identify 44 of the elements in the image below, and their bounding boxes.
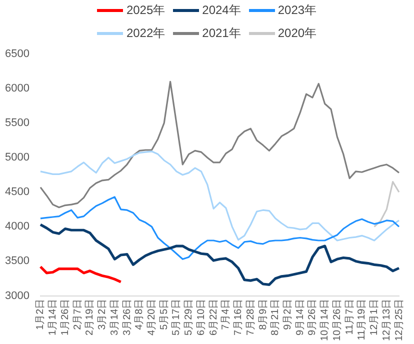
x-tick-label: 1月14日	[48, 298, 59, 336]
x-tick-label: 7月28日	[245, 298, 256, 336]
legend-label: 2023年	[278, 2, 317, 19]
x-tick-label: 4月20日	[146, 298, 158, 336]
x-tick-label: 7月4日	[220, 298, 232, 330]
x-tick-label: 10月14日	[320, 298, 331, 342]
x-tick-label: 11月7日	[344, 298, 356, 335]
x-tick-label: 5月29日	[184, 298, 195, 336]
legend-label: 2025年	[126, 2, 166, 19]
legend-label: 2022年	[126, 25, 166, 42]
x-tick-label: 3月14日	[109, 298, 120, 336]
x-tick-label: 2月19日	[84, 298, 96, 336]
x-tick-label: 6月10日	[196, 298, 207, 336]
x-tick-label: 8月9日	[258, 298, 269, 330]
x-tick-label: 7月16日	[233, 298, 244, 336]
y-tick-label: 3000	[4, 290, 30, 302]
x-tick-label: 1月2日	[35, 298, 46, 330]
x-tick-label: 3月2日	[97, 298, 108, 330]
legend-label: 2020年	[278, 25, 317, 42]
x-tick-label: 11月19日	[356, 298, 368, 340]
legend-label: 2021年	[202, 25, 241, 42]
x-tick-label: 5月17日	[171, 298, 182, 336]
legend-label: 2024年	[202, 2, 241, 19]
y-tick-label: 6000	[4, 82, 30, 95]
y-tick-label: 4500	[4, 186, 30, 198]
x-tick-label: 1月26日	[60, 298, 71, 336]
x-tick-label: 5月5日	[158, 298, 170, 330]
x-tick-label: 3月26日	[122, 298, 133, 336]
y-tick-label: 4000	[4, 220, 30, 233]
x-tick-label: 12月1日	[369, 298, 380, 336]
y-tick-label: 5000	[4, 152, 30, 164]
x-tick-label: 12月13日	[381, 298, 392, 342]
x-tick-label: 8月21日	[270, 298, 282, 336]
x-tick-label: 9月26日	[307, 298, 318, 336]
x-tick-label: 6月22日	[208, 298, 220, 336]
x-tick-label: 9月14日	[294, 298, 306, 336]
x-tick-label: 12月25日	[394, 298, 405, 342]
x-tick-label: 9月2日	[282, 298, 294, 330]
y-tick-label: 3500	[4, 255, 30, 268]
x-tick-label: 4月8日	[134, 298, 146, 330]
y-tick-label: 6500	[4, 48, 30, 60]
x-tick-label: 2月7日	[72, 298, 84, 330]
y-tick-label: 5500	[4, 117, 30, 130]
x-tick-label: 10月26日	[332, 298, 343, 342]
